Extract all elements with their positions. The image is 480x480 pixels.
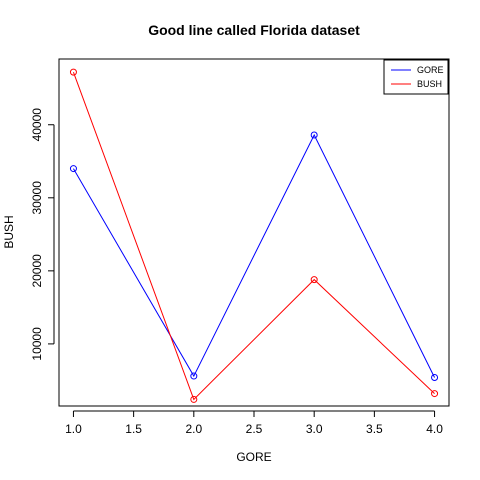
x-tick-label: 1.0 [65,422,82,436]
series-gore [69,131,439,382]
legend-label-bush: BUSH [417,79,442,89]
x-tick-label: 3.0 [306,422,323,436]
x-tick-label: 4.0 [426,422,443,436]
chart-title: Good line called Florida dataset [148,22,360,38]
x-axis-label: GORE [236,450,271,464]
data-point-gore [310,131,318,139]
series-bush [69,68,439,403]
y-axis-label: BUSH [2,215,16,248]
legend-box [383,59,449,95]
x-tick-label: 3.5 [366,422,383,436]
data-point-bush [431,390,439,398]
y-tick-label: 40000 [30,108,44,142]
y-axis: 10000 20000 30000 40000 [30,108,55,361]
data-point-bush [190,395,198,403]
series-line-bush [72,71,435,401]
plot-frame [58,58,450,407]
data-point-bush [69,68,77,76]
x-tick-label: 2.0 [185,422,202,436]
data-point-gore [69,165,77,173]
legend: GORE BUSH [383,59,449,95]
y-tick-label: 20000 [30,254,44,288]
y-tick-label: 30000 [30,181,44,215]
legend-label-gore: GORE [417,65,444,75]
series-line-gore [73,133,436,378]
x-tick-label: 1.5 [125,422,142,436]
data-point-gore [431,374,439,382]
x-tick-label: 2.5 [246,422,263,436]
data-point-bush [310,276,318,284]
x-axis: 1.0 1.5 2.0 2.5 3.0 3.5 4.0 [65,410,443,436]
data-point-gore [190,372,198,380]
series-layer [69,68,439,403]
y-tick-label: 10000 [30,327,44,361]
